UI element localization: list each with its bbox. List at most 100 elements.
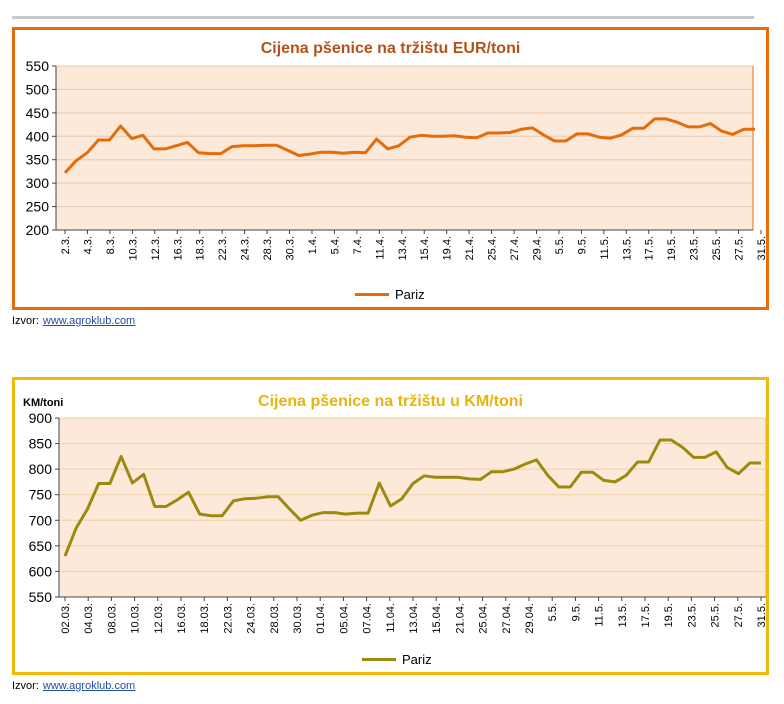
chart-km-xtick-label: 02.03. <box>60 603 72 634</box>
chart-km-title: Cijena pšenice na tržištu u KM/toni <box>258 393 523 410</box>
chart-eur-xtick-label: 19.5. <box>666 236 678 260</box>
chart-eur-xtick-label: 31.5. <box>756 236 768 260</box>
chart-km-xtick-label: 01.04. <box>315 603 327 634</box>
source-label: Izvor: <box>12 315 39 327</box>
chart-km-ytick-label: 850 <box>29 436 53 452</box>
chart-eur-xtick-label: 27.5. <box>734 236 746 260</box>
chart-km-xtick-label: 12.03. <box>153 603 165 634</box>
source-eur: Izvor: www.agroklub.com <box>12 315 135 327</box>
source-km: Izvor: www.agroklub.com <box>12 680 135 692</box>
source-label: Izvor: <box>12 680 39 692</box>
chart-km-legend: Pariz <box>362 652 432 667</box>
legend-label-pariz: Pariz <box>402 652 432 667</box>
chart-eur-xtick-label: 22.3. <box>217 236 229 260</box>
chart-eur-ytick-label: 300 <box>26 175 50 191</box>
chart-km-xtick-label: 11.04. <box>385 603 397 633</box>
chart-eur-xtick-label: 30.3. <box>285 236 297 260</box>
chart-eur-svg: 200 250 300 350 400 450 500 550 2.3. 4.3. 8.3. 10.3… <box>26 58 768 260</box>
chart-km-xtick-label: 07.04. <box>362 603 374 634</box>
chart-km-xtick-label: 21.04. <box>454 603 466 634</box>
chart-eur-xtick-label: 12.3. <box>150 236 162 260</box>
chart-eur-xtick-label: 1.4. <box>307 236 319 254</box>
chart-eur-series-line-pariz <box>63 117 755 174</box>
chart-km-ytick-label: 750 <box>29 487 53 503</box>
chart-eur-xtick-label: 13.4. <box>397 236 409 260</box>
chart-km-xtick-label: 25.04. <box>478 603 490 634</box>
chart-km-xtick-label: 15.04. <box>431 603 443 634</box>
chart-km-xtick-label: 10.03. <box>130 603 142 634</box>
chart-eur-xtick-label: 24.3. <box>240 236 252 260</box>
chart-eur-ytick-label: 500 <box>26 81 50 97</box>
chart-eur-xtick-label: 11.4. <box>374 236 386 260</box>
chart-eur-xtick-label: 4.3. <box>82 236 94 254</box>
chart-km-xtick-label: 9.5. <box>570 603 582 621</box>
chart-km-ytick-label: 550 <box>29 589 53 605</box>
chart-eur-panel: Cijena pšenice na tržištu EUR/toni 200 25… <box>12 27 769 310</box>
chart-eur-ytick-label: 400 <box>26 128 50 144</box>
chart-km-xtick-label: 29.04. <box>524 603 536 634</box>
chart-eur-title: Cijena pšenice na tržištu EUR/toni <box>260 40 521 57</box>
chart-km-xtick-label: 17.5. <box>640 603 652 627</box>
chart-eur-xtick-label: 29.4. <box>531 236 543 260</box>
chart-eur-xtick-label: 23.5. <box>689 236 701 260</box>
chart-km-unit-label: KM/toni <box>23 397 64 409</box>
chart-km-svg: 550 600 650 700 750 800 850 900 02.03. 04.03. 08.0… <box>29 410 768 634</box>
chart-eur-ytick-label: 450 <box>26 105 50 121</box>
chart-km-series-line-pariz <box>63 438 761 557</box>
chart-km-xtick-label: 27.5. <box>733 603 745 627</box>
chart-km-xtick-label: 31.5. <box>756 603 768 627</box>
chart-km-xtick-label: 23.5. <box>686 603 698 627</box>
chart-km-ytick-label: 800 <box>29 461 53 477</box>
chart-eur-xtick-label: 17.5. <box>644 236 656 260</box>
chart-km-panel: Cijena pšenice na tržištu u KM/toni KM/t… <box>12 377 769 675</box>
chart-km-plot-area <box>58 417 767 598</box>
source-link[interactable]: www.agroklub.com <box>42 315 136 327</box>
chart-eur-xtick-label: 18.3. <box>195 236 207 260</box>
chart-eur-ytick-label: 250 <box>26 199 50 215</box>
chart-km-ytick-label: 600 <box>29 563 53 579</box>
chart-km-xtick-label: 22.03. <box>222 603 234 634</box>
chart-km-xtick-label: 19.5. <box>663 603 675 627</box>
chart-eur-xtick-label: 11.5. <box>599 236 611 260</box>
chart-eur-xtick-label: 16.3. <box>172 236 184 260</box>
chart-km-xtick-label: 08.03. <box>106 603 118 634</box>
chart-eur-legend: Pariz <box>355 287 425 302</box>
chart-km-xtick-label: 18.03. <box>199 603 211 634</box>
top-divider <box>12 16 754 19</box>
chart-eur-xtick-label: 25.4. <box>487 236 499 260</box>
chart-eur-xtick-label: 7.4. <box>352 236 364 254</box>
chart-eur-xtick-label: 25.5. <box>711 236 723 260</box>
legend-swatch-pariz <box>362 658 396 661</box>
chart-km-xtick-label: 13.04. <box>408 603 420 634</box>
chart-km-ytick-label: 900 <box>29 410 53 426</box>
legend-swatch-pariz <box>355 293 389 296</box>
chart-eur-xtick-label: 19.4. <box>442 236 454 260</box>
chart-km-ytick-label: 700 <box>29 512 53 528</box>
chart-km-xtick-label: 13.5. <box>617 603 629 627</box>
chart-km-xtick-label: 11.5. <box>594 603 606 627</box>
chart-eur-ytick-label: 550 <box>26 58 50 74</box>
chart-km-xtick-label: 25.5. <box>710 603 722 627</box>
chart-eur-xtick-label: 8.3. <box>105 236 117 254</box>
chart-km-ytick-label: 650 <box>29 538 53 554</box>
chart-km-xtick-label: 16.03. <box>176 603 188 634</box>
chart-km-xtick-label: 24.03. <box>246 603 258 634</box>
chart-km-xtick-label: 27.04. <box>501 603 513 634</box>
chart-km-xtick-label: 04.03. <box>83 603 95 634</box>
chart-km-xtick-label: 5.5. <box>547 603 559 621</box>
chart-eur-xtick-label: 21.4. <box>464 236 476 260</box>
chart-km-xtick-label: 30.03. <box>292 603 304 634</box>
chart-km-xtick-label: 05.04. <box>338 603 350 634</box>
chart-eur-xtick-label: 15.4. <box>419 236 431 260</box>
chart-km-xtick-label: 28.03. <box>269 603 281 634</box>
chart-eur-xtick-label: 28.3. <box>262 236 274 260</box>
chart-eur-xtick-label: 10.3. <box>127 236 139 260</box>
chart-eur-ytick-label: 350 <box>26 152 50 168</box>
chart-eur-xtick-label: 13.5. <box>621 236 633 260</box>
legend-label-pariz: Pariz <box>395 287 425 302</box>
chart-eur-xtick-label: 5.5. <box>554 236 566 254</box>
chart-eur-xtick-label: 27.4. <box>509 236 521 260</box>
chart-eur-xtick-label: 5.4. <box>329 236 341 254</box>
chart-eur-ytick-label: 200 <box>26 222 50 238</box>
source-link[interactable]: www.agroklub.com <box>42 680 136 692</box>
